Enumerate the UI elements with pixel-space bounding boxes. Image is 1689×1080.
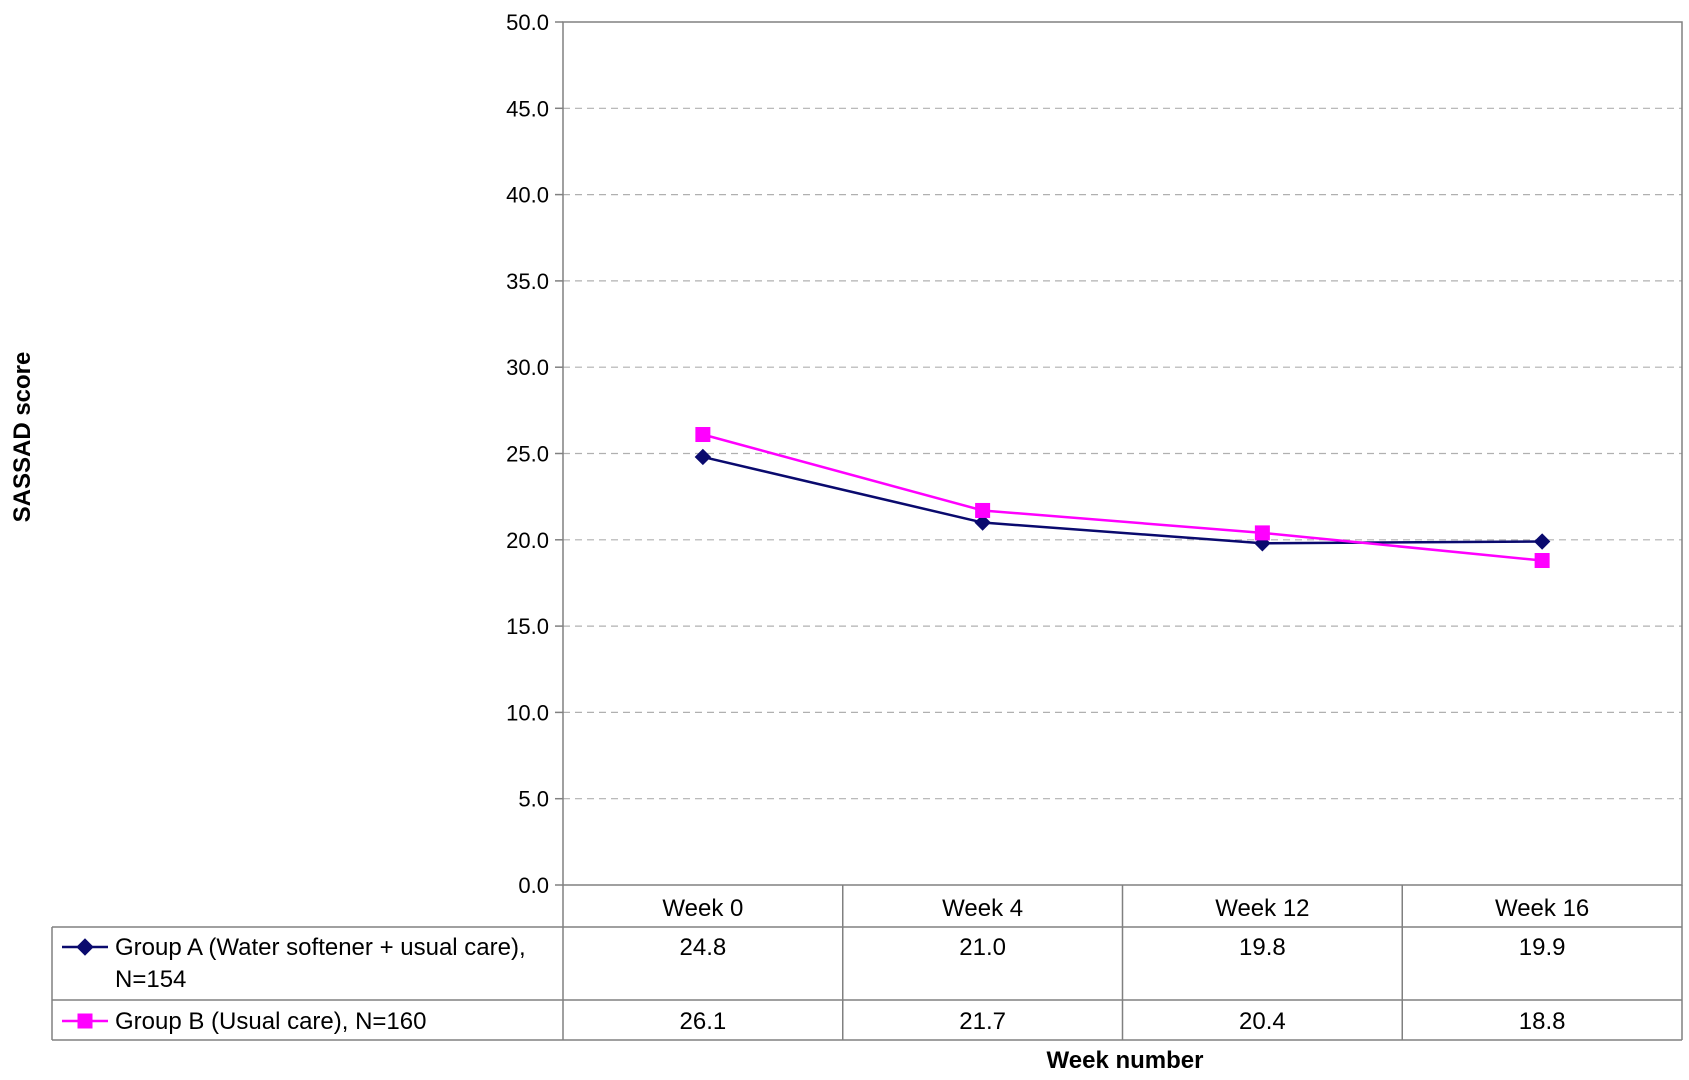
y-tick-label: 10.0 [506,700,549,725]
data-point [1534,553,1550,569]
y-tick-label: 5.0 [518,787,549,812]
data-point [975,502,991,518]
table-cell-value: 21.0 [959,934,1006,961]
table-cell-value: 24.8 [680,934,727,961]
data-point [1254,525,1270,541]
y-tick-label: 30.0 [506,355,549,380]
y-tick-label: 15.0 [506,614,549,639]
x-category-label: Week 16 [1495,895,1589,922]
x-category-label: Week 0 [662,895,743,922]
data-point [974,514,991,531]
table-cell-value: 21.7 [959,1008,1006,1035]
legend-key-marker [77,1013,93,1029]
y-tick-label: 50.0 [506,10,549,35]
x-axis-title: Week number [1047,1047,1204,1074]
gridlines [563,107,1682,800]
y-tick-label: 40.0 [506,183,549,208]
x-category-label: Week 12 [1215,895,1309,922]
x-category-label: Week 4 [942,895,1023,922]
table-cell-value: 20.4 [1239,1008,1286,1035]
y-tick-label: 0.0 [518,873,549,898]
table-cell-value: 19.9 [1519,934,1566,961]
data-point [694,448,712,466]
data-point [1533,533,1551,550]
table-cell-value: 19.8 [1239,934,1286,961]
y-tick-label: 25.0 [506,442,549,467]
data-table: Week 0 Week 4 Week 12 Week 16 Group A (Water… [51,885,1683,1041]
legend-entry: Group A (Water softener + usual care), [115,934,526,961]
series-layer [694,427,1551,569]
legend-key-marker [76,938,94,956]
series-line [702,455,1543,545]
table-cell-value: 26.1 [680,1008,727,1035]
y-axis: 0.0 5.0 10.0 15.0 20.0 25.0 30.0 35.0 40.0 45.0 50… [506,10,563,898]
series-line [702,433,1543,562]
y-tick-label: 45.0 [506,96,549,121]
y-axis-title: SASSAD score [9,352,36,523]
legend-entry-line2: N=154 [115,966,186,993]
table-cell-value: 18.8 [1519,1008,1566,1035]
legend-entry: Group B (Usual care), N=160 [115,1008,426,1035]
y-tick-label: 20.0 [506,528,549,553]
data-point [695,427,711,443]
y-tick-label: 35.0 [506,269,549,294]
